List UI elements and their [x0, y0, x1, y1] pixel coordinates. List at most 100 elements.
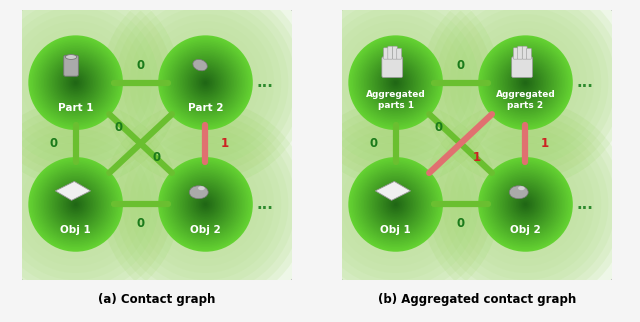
Circle shape — [511, 69, 540, 97]
Circle shape — [483, 162, 568, 247]
Circle shape — [45, 53, 106, 113]
Circle shape — [361, 170, 430, 239]
Circle shape — [313, 0, 479, 166]
Circle shape — [495, 175, 556, 234]
Circle shape — [201, 78, 210, 88]
Circle shape — [60, 189, 92, 220]
Circle shape — [481, 39, 570, 127]
Circle shape — [171, 48, 240, 118]
Circle shape — [521, 78, 530, 88]
Circle shape — [491, 170, 560, 239]
Circle shape — [394, 81, 397, 84]
Circle shape — [362, 50, 429, 116]
Circle shape — [160, 37, 252, 128]
Circle shape — [374, 61, 418, 105]
Circle shape — [169, 46, 242, 119]
Circle shape — [378, 65, 413, 100]
Circle shape — [189, 67, 221, 99]
Circle shape — [488, 45, 563, 120]
Circle shape — [489, 168, 562, 241]
Circle shape — [360, 46, 432, 119]
Text: 0: 0 — [136, 217, 145, 230]
Circle shape — [198, 196, 213, 212]
Circle shape — [511, 190, 540, 219]
Circle shape — [161, 160, 250, 249]
Circle shape — [492, 171, 559, 238]
Circle shape — [54, 61, 98, 105]
Text: Obj 1: Obj 1 — [380, 225, 411, 235]
Circle shape — [51, 179, 101, 230]
Ellipse shape — [65, 54, 77, 60]
Text: 0: 0 — [370, 137, 378, 150]
Circle shape — [168, 166, 243, 242]
Circle shape — [488, 166, 563, 242]
Circle shape — [421, 0, 630, 187]
Circle shape — [58, 187, 93, 222]
Circle shape — [484, 163, 566, 245]
Circle shape — [358, 166, 433, 242]
Circle shape — [0, 7, 152, 158]
Circle shape — [385, 72, 406, 94]
Circle shape — [421, 100, 630, 308]
Circle shape — [348, 35, 443, 130]
Circle shape — [116, 0, 296, 173]
Circle shape — [161, 39, 250, 127]
Text: (a) Contact graph: (a) Contact graph — [98, 293, 216, 306]
Circle shape — [184, 61, 228, 105]
Circle shape — [186, 185, 225, 223]
Circle shape — [172, 171, 239, 238]
Circle shape — [350, 159, 442, 250]
Circle shape — [33, 40, 118, 125]
Ellipse shape — [198, 186, 205, 190]
Circle shape — [516, 73, 535, 92]
Circle shape — [367, 54, 424, 111]
Text: 0: 0 — [153, 151, 161, 164]
Circle shape — [184, 182, 228, 226]
Circle shape — [320, 7, 472, 158]
Circle shape — [28, 157, 123, 252]
Circle shape — [158, 35, 253, 130]
Circle shape — [0, 129, 152, 280]
Circle shape — [204, 81, 207, 84]
Circle shape — [519, 76, 532, 89]
Circle shape — [174, 51, 237, 114]
Circle shape — [204, 203, 207, 206]
Circle shape — [513, 192, 538, 217]
Text: Part 2: Part 2 — [188, 103, 223, 113]
Circle shape — [36, 165, 115, 244]
Circle shape — [54, 182, 98, 226]
Circle shape — [313, 122, 479, 287]
Circle shape — [66, 73, 85, 92]
Circle shape — [394, 203, 397, 206]
Circle shape — [372, 59, 419, 106]
FancyBboxPatch shape — [19, 7, 295, 283]
Circle shape — [502, 59, 549, 106]
Text: ...: ... — [257, 75, 273, 90]
Circle shape — [123, 122, 289, 287]
Circle shape — [478, 35, 573, 130]
Circle shape — [65, 193, 86, 215]
Circle shape — [371, 179, 421, 230]
Circle shape — [58, 65, 93, 100]
Circle shape — [348, 157, 443, 252]
Polygon shape — [56, 181, 90, 200]
Circle shape — [369, 56, 422, 109]
Text: ...: ... — [577, 75, 593, 90]
Circle shape — [171, 170, 240, 239]
Circle shape — [164, 163, 246, 245]
Circle shape — [163, 40, 248, 125]
Circle shape — [383, 70, 408, 95]
Circle shape — [0, 0, 173, 180]
Circle shape — [61, 69, 90, 97]
Circle shape — [519, 198, 532, 211]
Circle shape — [0, 0, 159, 166]
Text: Aggregated
parts 1: Aggregated parts 1 — [366, 90, 426, 110]
Circle shape — [69, 76, 82, 89]
Text: Aggregated
parts 2: Aggregated parts 2 — [495, 90, 556, 110]
Circle shape — [380, 189, 412, 220]
Circle shape — [47, 176, 104, 233]
Circle shape — [497, 176, 554, 233]
Circle shape — [193, 70, 218, 95]
Circle shape — [63, 192, 88, 217]
Circle shape — [52, 59, 99, 106]
